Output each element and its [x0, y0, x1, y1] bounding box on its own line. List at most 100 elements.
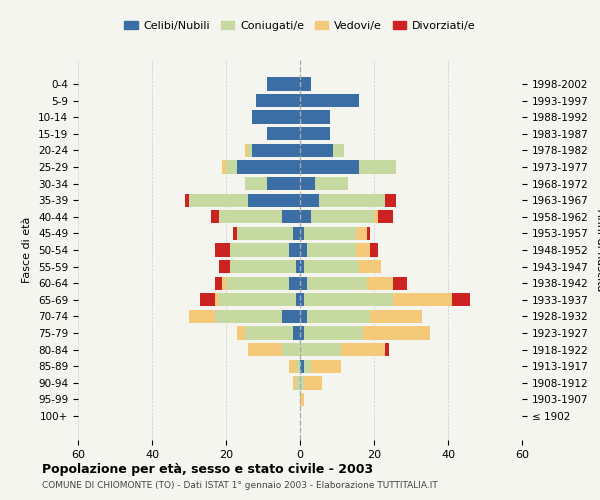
- Bar: [223, 160, 226, 173]
- Bar: [378, 210, 392, 224]
- Bar: [226, 160, 237, 173]
- Bar: [300, 310, 307, 323]
- Bar: [237, 326, 245, 340]
- Bar: [300, 210, 311, 224]
- Bar: [223, 276, 226, 290]
- Bar: [300, 343, 341, 356]
- Bar: [370, 244, 378, 256]
- Bar: [237, 226, 293, 240]
- Bar: [300, 110, 329, 124]
- Bar: [200, 293, 215, 306]
- Bar: [300, 177, 315, 190]
- Bar: [355, 226, 367, 240]
- Bar: [293, 226, 300, 240]
- Bar: [307, 276, 367, 290]
- Bar: [266, 127, 300, 140]
- Bar: [359, 260, 382, 274]
- Bar: [300, 94, 359, 107]
- Bar: [300, 226, 304, 240]
- Bar: [355, 244, 370, 256]
- Bar: [215, 244, 230, 256]
- Bar: [248, 194, 300, 207]
- Bar: [300, 160, 359, 173]
- Bar: [289, 276, 300, 290]
- Bar: [296, 376, 300, 390]
- Bar: [218, 293, 296, 306]
- Bar: [359, 160, 396, 173]
- Bar: [300, 127, 329, 140]
- Bar: [230, 260, 296, 274]
- Bar: [218, 260, 230, 274]
- Bar: [363, 326, 430, 340]
- Bar: [293, 376, 296, 390]
- Text: Popolazione per età, sesso e stato civile - 2003: Popolazione per età, sesso e stato civil…: [42, 462, 373, 475]
- Bar: [385, 343, 389, 356]
- Bar: [300, 244, 307, 256]
- Bar: [300, 326, 304, 340]
- Bar: [300, 276, 307, 290]
- Bar: [300, 260, 304, 274]
- Bar: [245, 144, 248, 157]
- Bar: [296, 293, 300, 306]
- Bar: [296, 360, 300, 373]
- Bar: [374, 210, 378, 224]
- Bar: [289, 244, 300, 256]
- Bar: [304, 376, 322, 390]
- Bar: [304, 293, 392, 306]
- Bar: [189, 310, 215, 323]
- Bar: [452, 293, 470, 306]
- Bar: [252, 110, 300, 124]
- Bar: [215, 310, 281, 323]
- Bar: [293, 326, 300, 340]
- Bar: [248, 144, 252, 157]
- Bar: [300, 393, 304, 406]
- Bar: [248, 343, 281, 356]
- Bar: [300, 78, 311, 90]
- Bar: [300, 376, 304, 390]
- Bar: [392, 293, 452, 306]
- Legend: Celibi/Nubili, Coniugati/e, Vedovi/e, Divorziati/e: Celibi/Nubili, Coniugati/e, Vedovi/e, Di…: [120, 16, 480, 35]
- Bar: [245, 326, 293, 340]
- Bar: [370, 310, 422, 323]
- Bar: [304, 326, 363, 340]
- Bar: [392, 276, 407, 290]
- Bar: [266, 78, 300, 90]
- Bar: [334, 144, 344, 157]
- Y-axis label: Fasce di età: Fasce di età: [22, 217, 32, 283]
- Bar: [319, 194, 385, 207]
- Bar: [304, 260, 359, 274]
- Bar: [311, 210, 374, 224]
- Bar: [215, 293, 218, 306]
- Bar: [245, 177, 266, 190]
- Bar: [367, 226, 370, 240]
- Bar: [304, 226, 355, 240]
- Bar: [252, 144, 300, 157]
- Bar: [189, 194, 248, 207]
- Bar: [233, 226, 237, 240]
- Bar: [230, 244, 289, 256]
- Text: COMUNE DI CHIOMONTE (TO) - Dati ISTAT 1° gennaio 2003 - Elaborazione TUTTITALIA.: COMUNE DI CHIOMONTE (TO) - Dati ISTAT 1°…: [42, 480, 438, 490]
- Bar: [300, 293, 304, 306]
- Bar: [300, 360, 304, 373]
- Bar: [211, 210, 218, 224]
- Bar: [307, 244, 355, 256]
- Bar: [226, 276, 289, 290]
- Bar: [281, 343, 300, 356]
- Bar: [367, 276, 392, 290]
- Bar: [218, 210, 281, 224]
- Bar: [296, 260, 300, 274]
- Bar: [307, 310, 370, 323]
- Bar: [281, 310, 300, 323]
- Bar: [185, 194, 189, 207]
- Bar: [341, 343, 385, 356]
- Bar: [266, 177, 300, 190]
- Bar: [281, 210, 300, 224]
- Bar: [385, 194, 396, 207]
- Bar: [256, 94, 300, 107]
- Bar: [300, 194, 319, 207]
- Bar: [237, 160, 300, 173]
- Bar: [300, 144, 334, 157]
- Bar: [304, 360, 311, 373]
- Y-axis label: Anni di nascita: Anni di nascita: [595, 209, 600, 291]
- Bar: [289, 360, 296, 373]
